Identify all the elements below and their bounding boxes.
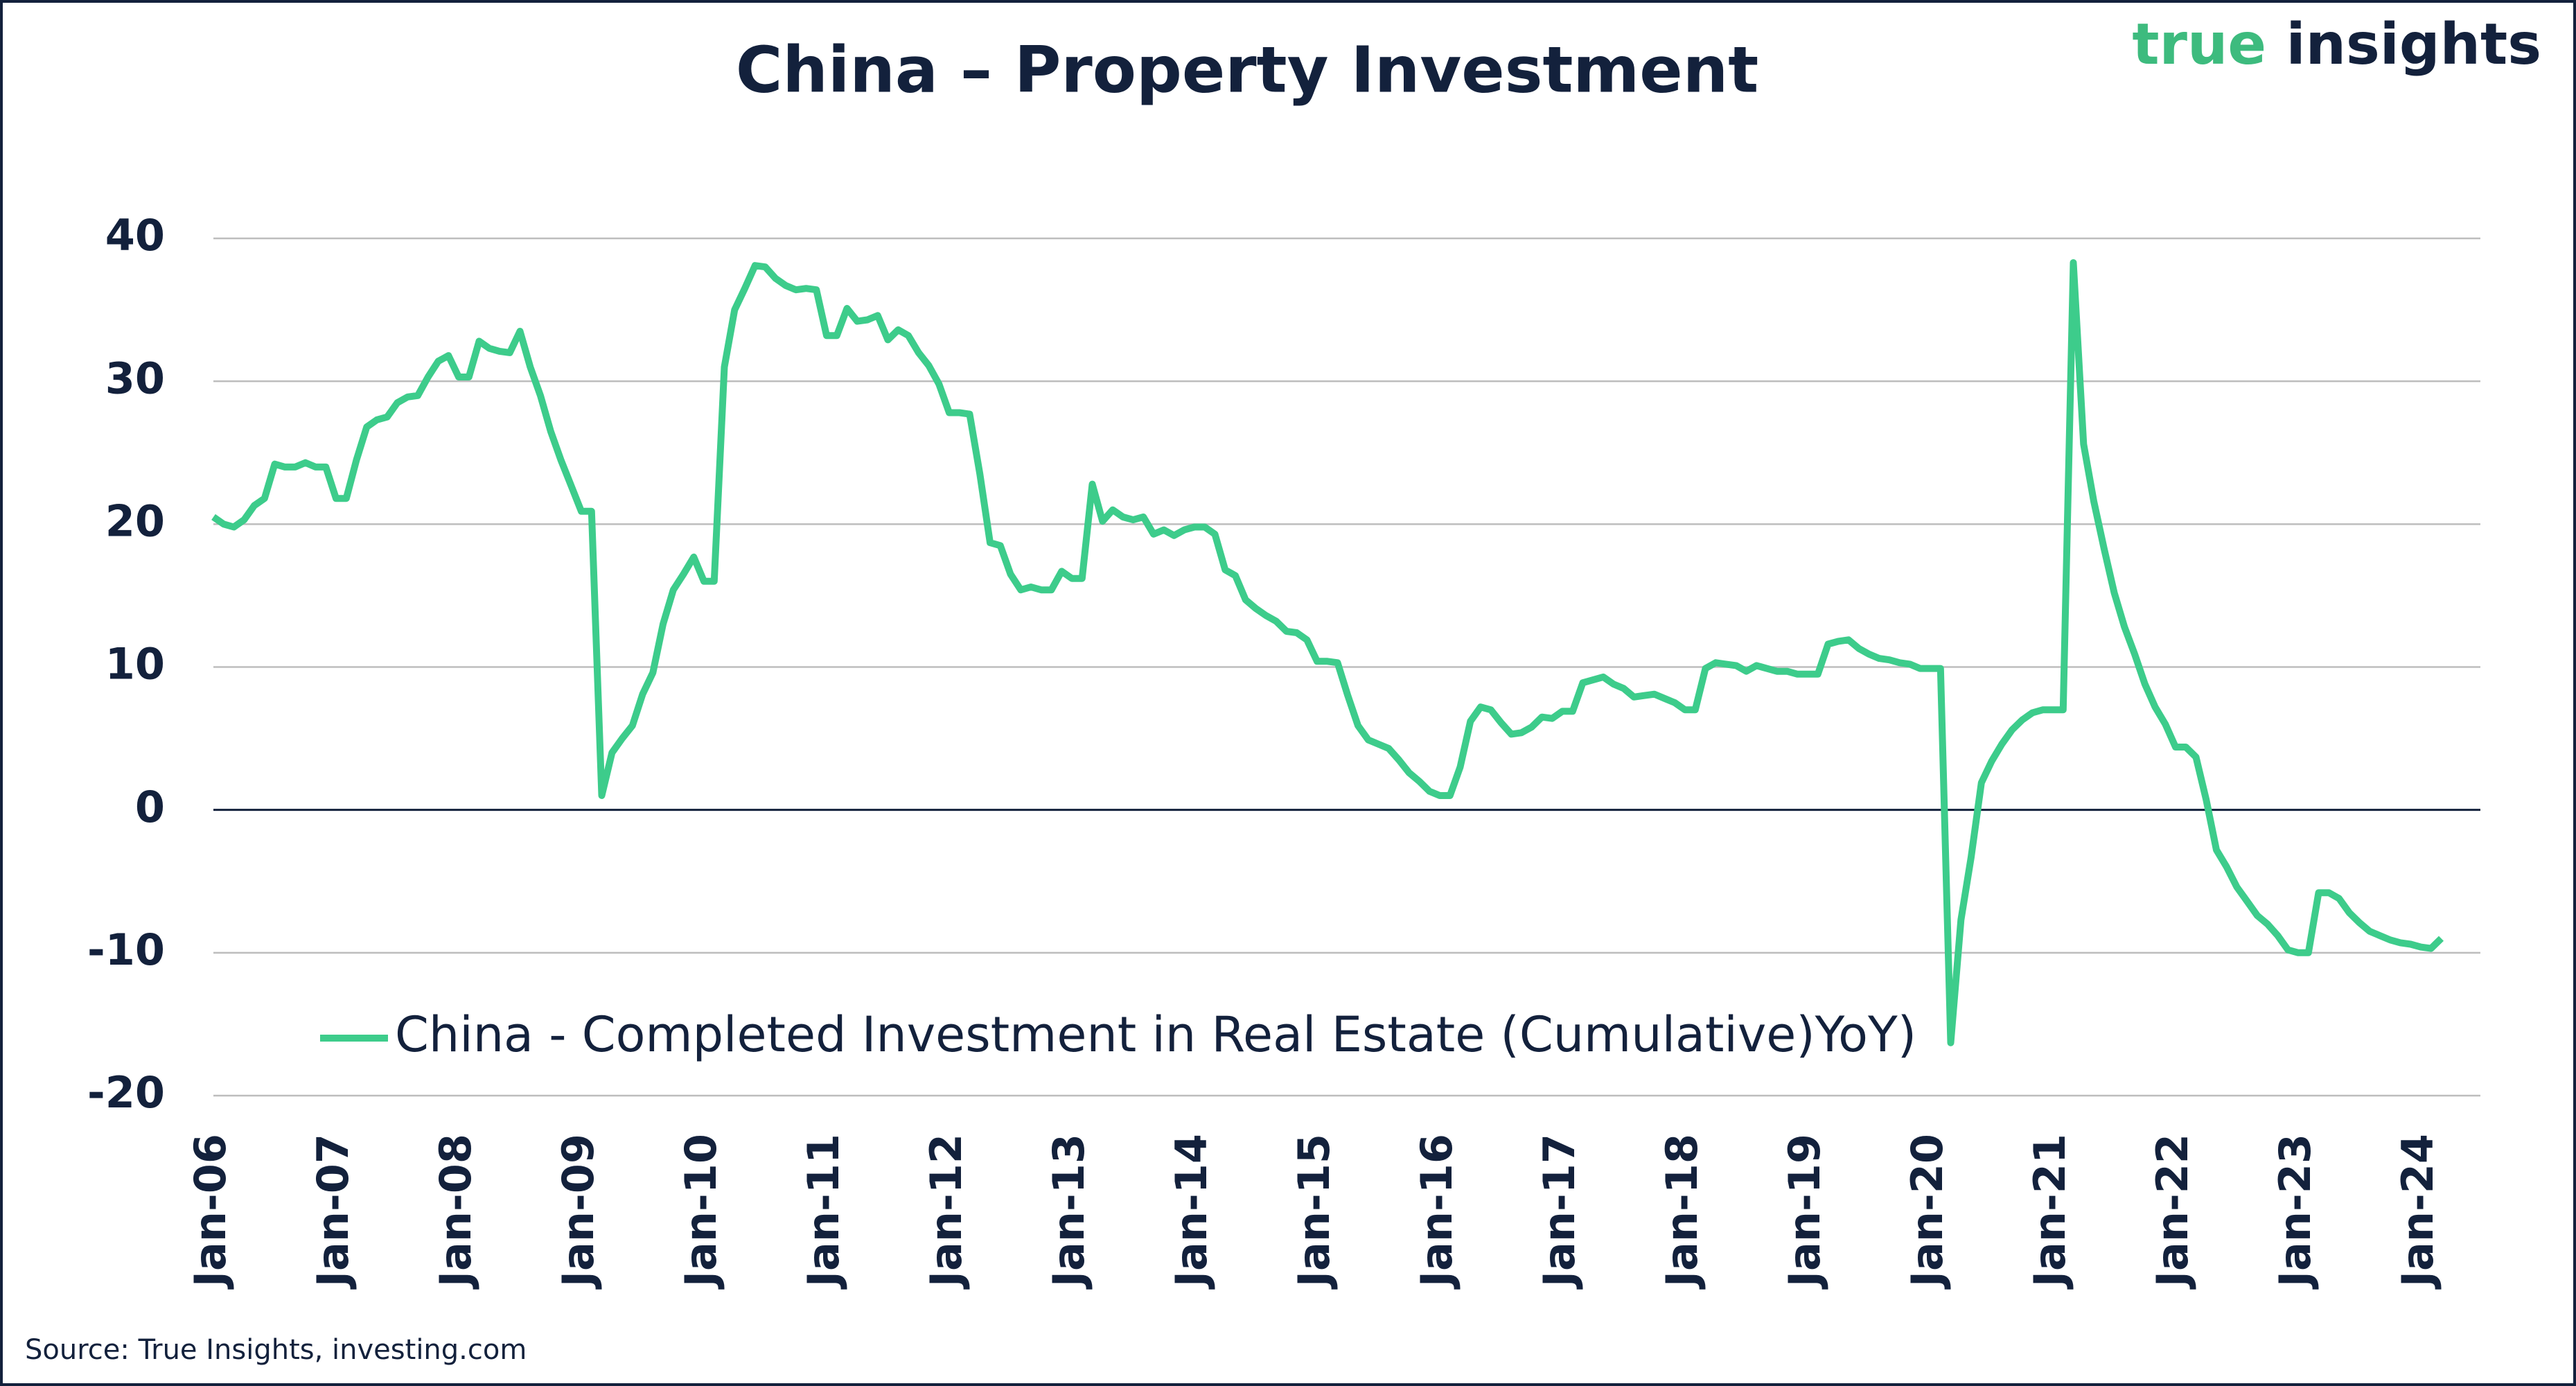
y-tick-label: 0	[135, 782, 165, 832]
x-tick-label: Jan-08	[430, 1134, 481, 1290]
x-tick-label: Jan-12	[921, 1134, 971, 1290]
x-tick-label: Jan-09	[553, 1134, 603, 1290]
x-tick-label: Jan-14	[1166, 1134, 1217, 1290]
y-tick-label: -20	[87, 1067, 165, 1118]
x-tick-label: Jan-07	[308, 1134, 358, 1290]
x-tick-label: Jan-20	[1902, 1134, 1952, 1290]
x-tick-label: Jan-16	[1411, 1134, 1462, 1290]
y-tick-label: 10	[105, 639, 165, 690]
source: Source: True Insights, investing.com	[25, 1334, 527, 1366]
x-tick-label: Jan-19	[1779, 1134, 1830, 1290]
x-tick-label: Jan-11	[798, 1134, 849, 1290]
x-tick-label: Jan-18	[1657, 1134, 1707, 1290]
x-tick-label: Jan-17	[1534, 1134, 1585, 1290]
logo-second: insights	[2286, 12, 2541, 78]
x-tick-label: Jan-13	[1043, 1134, 1094, 1290]
legend-label: China - Completed Investment in Real Est…	[395, 1006, 1916, 1063]
logo-first: true	[2132, 12, 2266, 78]
logo: true insights	[2132, 12, 2541, 78]
x-tick-label: Jan-22	[2147, 1134, 2198, 1290]
x-tick-label: Jan-15	[1289, 1134, 1339, 1290]
x-tick-label: Jan-23	[2270, 1134, 2320, 1290]
y-tick-label: 40	[105, 210, 165, 261]
y-tick-label: 20	[105, 495, 165, 546]
y-tick-label: 30	[105, 353, 165, 403]
x-tick-label: Jan-21	[2024, 1134, 2075, 1290]
x-tick-label: Jan-06	[185, 1134, 236, 1290]
line-series	[211, 259, 2444, 1046]
x-tick-label: Jan-10	[676, 1134, 726, 1290]
chart-title: China – Property Investment	[736, 33, 1758, 107]
x-tick-label: Jan-24	[2392, 1134, 2443, 1290]
y-tick-label: -10	[87, 924, 165, 975]
